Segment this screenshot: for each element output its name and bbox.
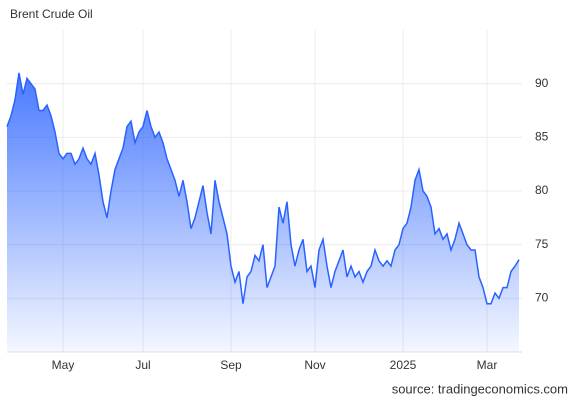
price-line (6, 72, 520, 305)
x-tick-label: Sep (220, 358, 242, 372)
y-tick-label: 85 (535, 130, 549, 144)
y-tick-label: 80 (535, 183, 549, 197)
source-note: source: tradingeconomics.com (392, 381, 568, 396)
x-tick-label: Mar (477, 358, 498, 372)
y-tick-label: 90 (535, 76, 549, 90)
x-tick-label: Jul (135, 358, 150, 372)
x-tick-label: Nov (304, 358, 325, 372)
chart-title: Brent Crude Oil (10, 7, 93, 21)
x-tick-label: May (52, 358, 75, 372)
area-fill (7, 72, 519, 353)
y-tick-label: 75 (535, 237, 549, 251)
x-tick-label: 2025 (390, 358, 417, 372)
y-tick-label: 70 (535, 291, 549, 305)
